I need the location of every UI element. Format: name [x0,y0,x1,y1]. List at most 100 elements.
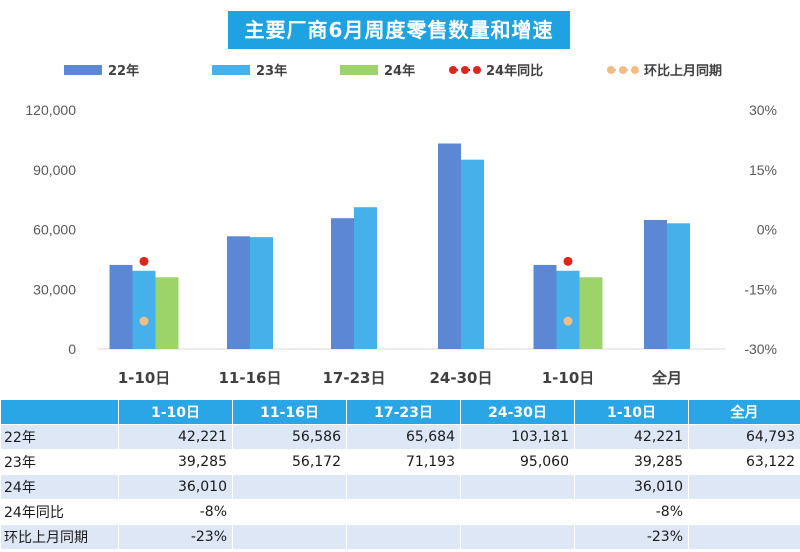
legend-swatch [340,65,378,75]
table-cell: 56,172 [232,449,347,475]
table-header-row: 1-10日 11-16日 17-23日 24-30日 1-10日 全月 [0,399,800,425]
table-header-cell: 1-10日 [574,399,689,425]
bar-24年 [579,277,603,349]
legend-label: 环比上月同期 [644,63,722,79]
table-row: 24年同比 -8% -8% [0,499,800,525]
table-cell: 63,122 [688,449,800,475]
table-cell [688,524,800,550]
table-row: 23年 39,285 56,172 71,193 95,060 39,285 6… [0,449,800,475]
y-left-tick-label: 0 [68,341,76,357]
bar-22年 [438,143,461,349]
table-cell: 95,060 [460,449,575,475]
row-label: 22年 [0,424,119,450]
bar-24年 [155,277,179,349]
bar-23年 [354,207,377,349]
legend-swatch [212,65,250,75]
right-axis: -30% -15% 0% 15% 30% [744,102,777,357]
legend-marker [607,66,615,74]
legend-label: 23年 [256,63,287,79]
table-row: 22年 42,221 56,586 65,684 103,181 42,221 … [0,424,800,450]
y-left-tick-label: 120,000 [25,102,76,118]
y-right-tick-label: 0% [757,222,777,238]
y-left-tick-label: 90,000 [33,162,76,178]
category-labels: 1-10日 11-16日 17-23日 24-30日 1-10日 全月 [118,369,682,387]
bar-23年 [250,237,273,349]
table-cell [688,499,800,525]
bar-23年 [667,223,690,349]
dots [139,256,573,326]
legend-label: 24年 [384,63,415,79]
table-cell: 65,684 [346,424,461,450]
table-cell: 36,010 [118,474,233,500]
table-row: 环比上月同期 -23% -23% [0,524,800,550]
bar-22年 [533,264,557,349]
row-label: 24年 [0,474,119,500]
y-right-tick-label: -15% [744,281,777,297]
x-category-label: 1-10日 [118,369,171,387]
table-header-cell: 1-10日 [118,399,233,425]
y-right-tick-label: -30% [744,341,777,357]
legend-marker [619,66,627,74]
table-cell: -23% [574,524,689,550]
table-cell: 103,181 [460,424,575,450]
table-cell: 39,285 [118,449,233,475]
legend-label: 24年同比 [486,63,543,79]
bars [109,143,690,349]
table-header-cell [0,399,119,425]
table-header-cell: 24-30日 [460,399,575,425]
table-cell [346,474,461,500]
chart-title: 主要厂商6月周度零售数量和增速 [228,11,570,49]
left-axis: 0 30,000 60,000 90,000 120,000 [25,102,76,357]
y-left-tick-label: 60,000 [33,222,76,238]
legend-marker [473,66,481,74]
table-cell: -8% [118,499,233,525]
dot-环比上月同期 [563,316,573,326]
dot-24年同比 [139,256,149,266]
table-cell [232,474,347,500]
table-cell: 56,586 [232,424,347,450]
table-cell [346,524,461,550]
bar-22年 [109,264,133,349]
x-category-label: 全月 [651,369,682,387]
legend-marker [631,66,639,74]
row-label: 23年 [0,449,119,475]
table-cell: 42,221 [118,424,233,450]
x-category-label: 11-16日 [219,369,282,387]
x-category-label: 1-10日 [542,369,595,387]
table-cell: 39,285 [574,449,689,475]
bar-22年 [227,236,250,349]
table-cell: 64,793 [688,424,800,450]
bar-22年 [331,218,354,349]
y-right-tick-label: 15% [749,162,777,178]
table-cell: -23% [118,524,233,550]
table-header-cell: 全月 [688,399,800,425]
dot-24年同比 [563,256,573,266]
legend: 22年 23年 24年 24年同比 环比上月同期 [64,63,722,79]
row-label: 24年同比 [0,499,119,525]
table-header-cell: 17-23日 [346,399,461,425]
table-cell [232,499,347,525]
bar-23年 [461,159,484,349]
table-row: 24年 36,010 36,010 [0,474,800,500]
dot-环比上月同期 [139,316,149,326]
bar-23年 [556,270,580,349]
y-left-tick-label: 30,000 [33,281,76,297]
data-table: 1-10日 11-16日 17-23日 24-30日 1-10日 全月 22年 … [0,399,800,550]
table-cell: 36,010 [574,474,689,500]
table-header-cell: 11-16日 [232,399,347,425]
x-category-label: 24-30日 [430,369,493,387]
bar-23年 [132,270,156,349]
bar-22年 [644,219,667,349]
legend-swatch [64,65,102,75]
table-cell [688,474,800,500]
legend-marker [461,66,469,74]
bar-chart: 22年 23年 24年 24年同比 环比上月同期 0 30,000 60,000 90,000… [25,63,777,387]
table-cell [346,499,461,525]
legend-marker [449,66,457,74]
y-right-tick-label: 30% [749,102,777,118]
table-cell [460,474,575,500]
legend-label: 22年 [108,63,139,79]
table-cell [232,524,347,550]
table-cell [460,499,575,525]
table-cell: -8% [574,499,689,525]
